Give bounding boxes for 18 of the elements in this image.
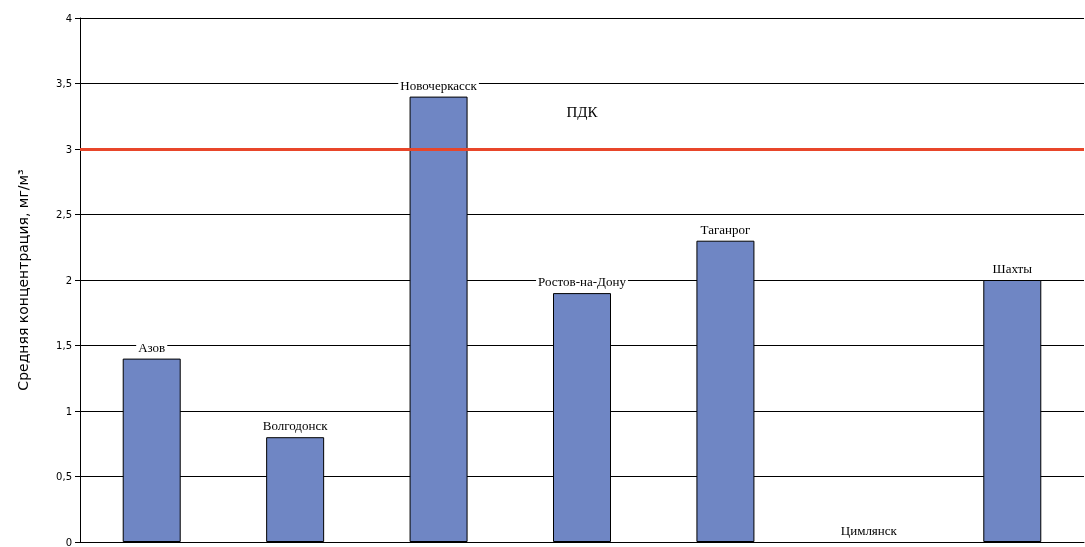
x-tick-label: Шахты [992,261,1033,276]
y-tick-label: 0 [65,536,72,547]
y-tick-label: 2,5 [56,209,72,220]
y-tick-label: 0,5 [56,471,72,482]
y-tick-label: 1,5 [56,340,72,351]
y-tick-label: 2 [65,274,72,286]
x-tick-label: Азов [138,339,166,355]
x-tick-label: Таганрог [700,221,751,237]
y-axis-title: Средняя концентрация, мг/м³ [15,169,31,391]
x-tick-label: Цимлянск [840,523,898,538]
y-tick-label: 1 [65,405,72,417]
ref-line-label: ПДК [566,103,599,120]
x-tick-label: Ростов-на-Дону [538,274,627,290]
y-tick-label: 4 [65,12,72,24]
y-tick-label: 3 [65,143,72,155]
x-tick-label: Волгодонск [262,418,329,434]
x-tick-label: Новочеркасск [400,77,478,93]
y-tick-label: 3,5 [56,78,72,89]
